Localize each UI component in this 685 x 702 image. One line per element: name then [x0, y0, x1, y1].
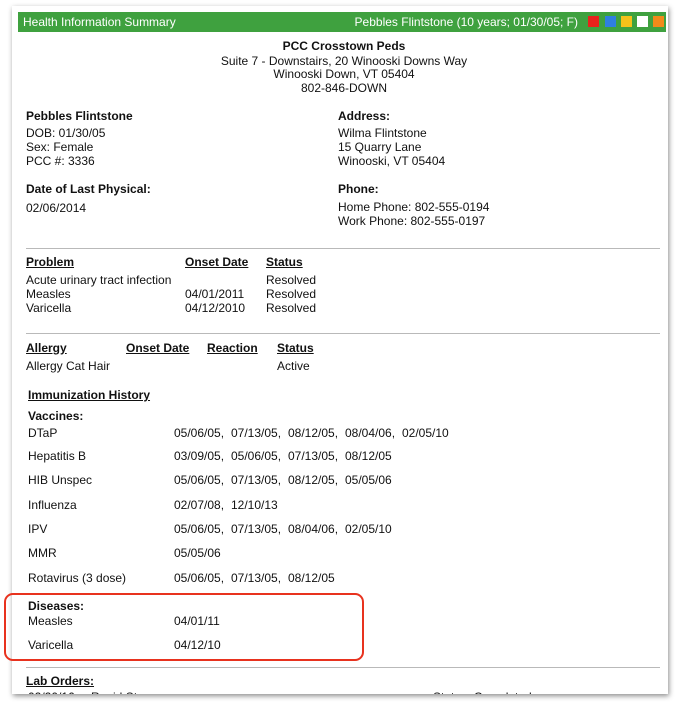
vaccine-date: 02/07/08,	[174, 498, 225, 512]
vaccine-date: 02/05/10	[345, 522, 392, 536]
vaccine-name: Hepatitis B	[28, 449, 87, 463]
vaccine-name: DTaP	[28, 426, 58, 440]
disease-date: 04/01/11	[174, 614, 220, 628]
problem-cell: 04/01/2011	[185, 287, 245, 301]
flag-red[interactable]	[588, 16, 599, 27]
column-header: Status	[266, 255, 303, 269]
vaccine-name: Influenza	[28, 498, 77, 512]
vaccine-date: 05/05/06	[345, 473, 392, 487]
address-line: 15 Quarry Lane	[338, 140, 422, 154]
vaccine-date: 05/06/05,	[174, 473, 225, 487]
vaccine-date: 12/10/13	[231, 498, 278, 512]
problem-cell: Resolved	[266, 287, 317, 301]
problem-cell: 04/12/2010	[185, 301, 246, 315]
highlight-box	[4, 593, 364, 661]
lab-order-cell: 02/20/16	[28, 690, 75, 694]
problem-cell: Resolved	[266, 273, 317, 287]
vaccine-date: 08/04/06,	[345, 426, 396, 440]
column-header: Problem	[26, 255, 75, 269]
address-line: Winooski, VT 05404	[338, 154, 446, 168]
section-title: Lab Orders:	[26, 674, 95, 688]
patient-name: Pebbles Flintstone	[26, 109, 133, 123]
problem-cell: Acute urinary tract infection	[26, 273, 172, 287]
vaccine-date: 05/06/05,	[174, 571, 225, 585]
phone-line: Home Phone: 802-555-0194	[338, 200, 490, 214]
patient-detail: DOB: 01/30/05	[26, 126, 106, 140]
vaccine-date: 05/06/05,	[174, 522, 225, 536]
vaccine-date: 05/06/05,	[174, 426, 225, 440]
column-header: Onset Date	[126, 341, 190, 355]
problem-cell: Resolved	[266, 301, 317, 315]
allergy-cell: Allergy Cat Hair	[26, 359, 111, 373]
disease-name: Measles	[28, 614, 73, 628]
phone-label: Phone:	[338, 182, 379, 196]
vaccine-date: 08/04/06,	[288, 522, 339, 536]
vaccine-date: 08/12/05	[345, 449, 392, 463]
vaccine-date: 05/06/05,	[231, 449, 282, 463]
column-header: Allergy	[26, 341, 67, 355]
practice-line: Suite 7 - Downstairs, 20 Winooski Downs …	[220, 54, 468, 68]
title-bar-label: Health Information Summary	[23, 15, 176, 29]
flag-blue[interactable]	[605, 16, 616, 27]
divider	[26, 333, 660, 334]
title-bar	[18, 12, 666, 32]
subsection-label: Diseases:	[28, 599, 85, 613]
disease-name: Varicella	[28, 638, 74, 652]
disease-date: 04/12/10	[174, 638, 221, 652]
subsection-label: Vaccines:	[28, 409, 84, 423]
address-line: Wilma Flintstone	[338, 126, 427, 140]
vaccine-name: HIB Unspec	[28, 473, 93, 487]
practice-name: PCC Crosstown Peds	[282, 39, 406, 53]
vaccine-date: 05/05/06	[174, 546, 221, 560]
address-label: Address:	[338, 109, 391, 123]
allergy-cell: Active	[277, 359, 310, 373]
patient-detail: Sex: Female	[26, 140, 94, 154]
document-page: Health Information Summary Pebbles Flints…	[12, 6, 668, 694]
patient-banner: Pebbles Flintstone (10 years; 01/30/05; …	[354, 15, 578, 29]
vaccine-name: Rotavirus (3 dose)	[28, 571, 127, 585]
column-header: Reaction	[207, 341, 258, 355]
last-physical-date: 02/06/2014	[26, 201, 87, 215]
flag-yellow[interactable]	[621, 16, 632, 27]
patient-detail: PCC #: 3336	[26, 154, 95, 168]
divider	[26, 667, 660, 668]
column-header: Onset Date	[185, 255, 249, 269]
vaccine-date: 08/12/05,	[288, 426, 339, 440]
vaccine-name: IPV	[28, 522, 48, 536]
practice-line: Winooski Down, VT 05404	[273, 67, 415, 81]
vaccine-date: 07/13/05,	[231, 522, 282, 536]
phone-line: Work Phone: 802-555-0197	[338, 214, 486, 228]
column-header: Status	[277, 341, 314, 355]
vaccine-date: 03/09/05,	[174, 449, 225, 463]
lab-order-cell: Rapid Strep	[91, 690, 154, 694]
vaccine-date: 02/05/10	[402, 426, 449, 440]
vaccine-date: 07/13/05,	[231, 426, 282, 440]
vaccine-date: 07/13/05,	[231, 473, 282, 487]
vaccine-name: MMR	[28, 546, 57, 560]
practice-line: 802-846-DOWN	[300, 81, 388, 95]
last-physical-label: Date of Last Physical:	[26, 182, 151, 196]
divider	[26, 248, 660, 249]
lab-order-cell: Status: Completed	[433, 690, 532, 694]
flag-white[interactable]	[637, 16, 648, 27]
vaccine-date: 07/13/05,	[231, 571, 282, 585]
problem-cell: Measles	[26, 287, 71, 301]
flag-orange[interactable]	[653, 16, 664, 27]
page-content: Health Information Summary Pebbles Flints…	[12, 6, 668, 694]
vaccine-date: 08/12/05	[288, 571, 335, 585]
section-title: Immunization History	[28, 388, 151, 402]
problem-cell: Varicella	[26, 301, 72, 315]
vaccine-date: 08/12/05,	[288, 473, 339, 487]
vaccine-date: 07/13/05,	[288, 449, 339, 463]
